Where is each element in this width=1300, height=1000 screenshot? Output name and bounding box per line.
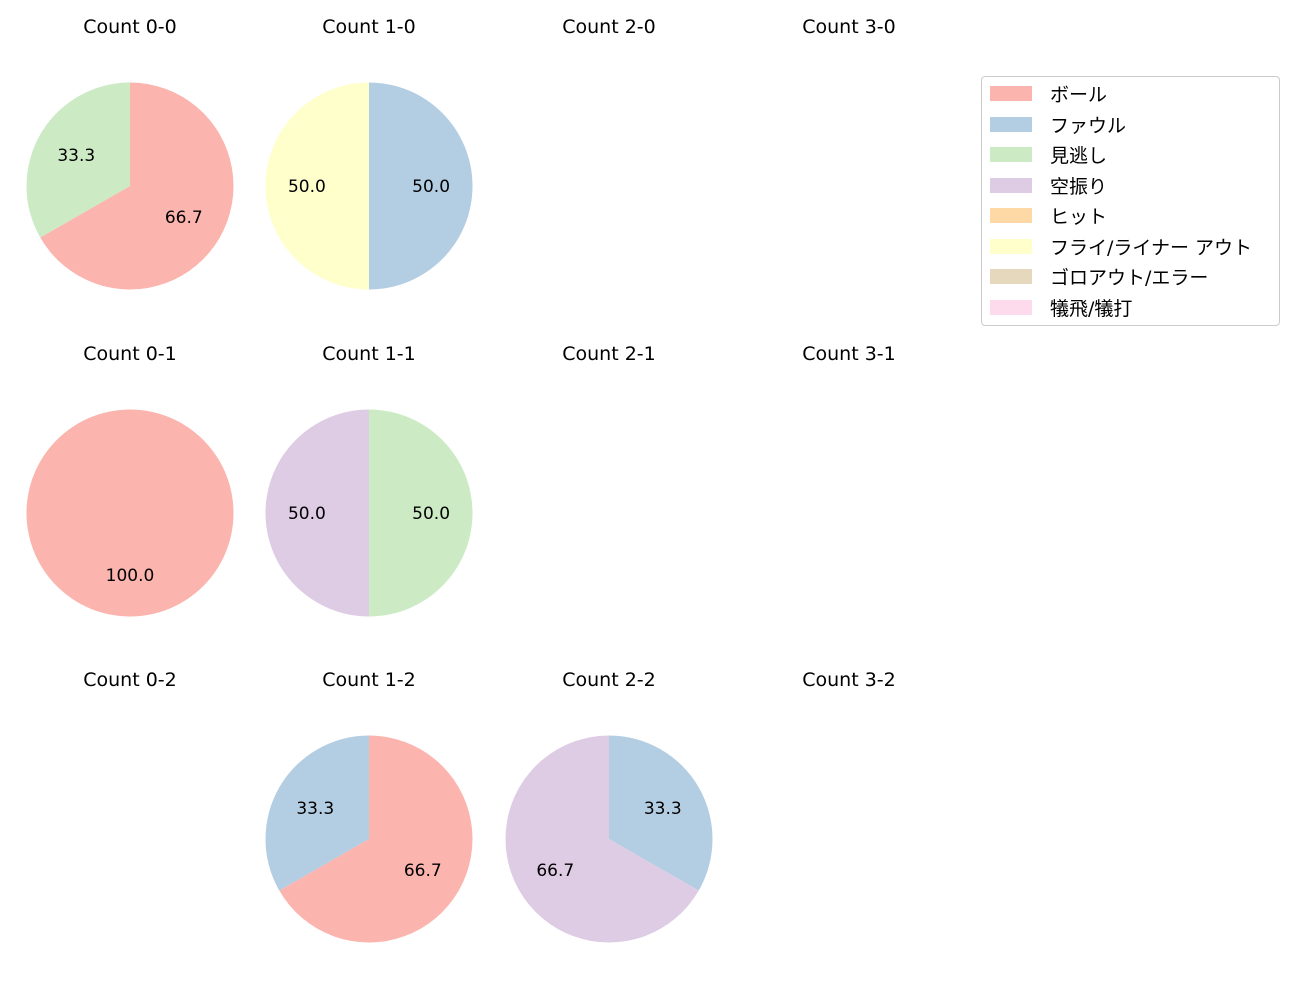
pie-slice bbox=[40, 82, 234, 290]
pie-title: Count 0-0 bbox=[83, 16, 177, 38]
legend-swatch-called-strike bbox=[990, 146, 1032, 162]
pie-panel-count-2-1: Count 2-1 bbox=[489, 327, 729, 654]
pie-title: Count 0-2 bbox=[83, 669, 177, 691]
pie-panel-count-1-2: Count 1-2 66.7 33.3 bbox=[249, 653, 489, 980]
legend-item-ball: ボール bbox=[990, 81, 1108, 106]
pie-title: Count 2-1 bbox=[562, 343, 656, 365]
pie-slice bbox=[26, 409, 234, 617]
pie-slice-label: 66.7 bbox=[165, 208, 203, 228]
pie-slice bbox=[505, 735, 699, 943]
pie-slice bbox=[265, 735, 369, 891]
pie-panel-count-0-2: Count 0-2 bbox=[10, 653, 250, 980]
pie-slice bbox=[369, 82, 473, 290]
pie-chart: 50.0 50.0 bbox=[265, 82, 473, 290]
pie-chart: 33.3 66.7 bbox=[505, 735, 713, 943]
pie-slice-label: 33.3 bbox=[644, 799, 682, 819]
pie-panel-count-1-1: Count 1-1 50.0 50.0 bbox=[249, 327, 489, 654]
pie-title: Count 1-2 bbox=[322, 669, 416, 691]
pie-title: Count 3-2 bbox=[802, 669, 896, 691]
chart-legend: ボール ファウル 見逃し 空振り ヒット フライ/ライナー アウト ゴロアウト/… bbox=[981, 76, 1280, 326]
legend-item-foul: ファウル bbox=[990, 112, 1127, 137]
pie-slice-label: 50.0 bbox=[288, 177, 326, 197]
pie-slice-label: 33.3 bbox=[57, 146, 95, 166]
pie-chart: 50.0 50.0 bbox=[265, 409, 473, 617]
legend-swatch-ball bbox=[990, 85, 1032, 101]
pie-slice bbox=[26, 82, 131, 238]
pie-title: Count 0-1 bbox=[83, 343, 177, 365]
legend-label: ファウル bbox=[1050, 114, 1127, 137]
pie-slice bbox=[265, 409, 369, 617]
legend-label: フライ/ライナー アウト bbox=[1050, 236, 1253, 259]
legend-label: 見逃し bbox=[1050, 144, 1108, 167]
pie-slice-label: 66.7 bbox=[404, 861, 442, 881]
pie-title: Count 3-1 bbox=[802, 343, 896, 365]
pie-title: Count 2-0 bbox=[562, 16, 656, 38]
legend-label: 犠飛/犠打 bbox=[1050, 297, 1133, 320]
pie-slice-label: 50.0 bbox=[412, 177, 450, 197]
pie-title: Count 1-1 bbox=[322, 343, 416, 365]
pie-panel-count-3-0: Count 3-0 bbox=[729, 0, 969, 327]
pie-panel-count-0-1: Count 0-1 100.0 bbox=[10, 327, 250, 654]
legend-label: ボール bbox=[1050, 83, 1108, 106]
legend-swatch-sacrifice bbox=[990, 299, 1032, 315]
pie-panel-count-1-0: Count 1-0 50.0 50.0 bbox=[249, 0, 489, 327]
legend-swatch-foul bbox=[990, 116, 1032, 132]
pie-chart: 66.7 33.3 bbox=[265, 735, 473, 943]
legend-swatch-swinging-strike bbox=[990, 177, 1032, 193]
pie-panel-count-0-0: Count 0-0 66.7 33.3 bbox=[10, 0, 250, 327]
legend-item-called-strike: 見逃し bbox=[990, 142, 1108, 167]
pie-slice bbox=[279, 735, 473, 943]
pie-chart: 66.7 33.3 bbox=[26, 82, 234, 290]
legend-item-hit: ヒット bbox=[990, 203, 1108, 228]
legend-item-fly-liner-out: フライ/ライナー アウト bbox=[990, 234, 1253, 259]
pie-slice-label: 50.0 bbox=[412, 504, 450, 524]
pie-title: Count 1-0 bbox=[322, 16, 416, 38]
pie-slice-label: 100.0 bbox=[106, 566, 155, 586]
legend-item-sacrifice: 犠飛/犠打 bbox=[990, 295, 1133, 320]
legend-swatch-fly-liner-out bbox=[990, 238, 1032, 254]
legend-label: ヒット bbox=[1050, 205, 1108, 228]
pie-chart: 100.0 bbox=[26, 409, 234, 617]
pie-slice bbox=[609, 735, 713, 891]
pie-title: Count 2-2 bbox=[562, 669, 656, 691]
pie-slice bbox=[265, 82, 369, 290]
pie-panel-count-2-2: Count 2-2 33.3 66.7 bbox=[489, 653, 729, 980]
pie-panel-count-2-0: Count 2-0 bbox=[489, 0, 729, 327]
legend-swatch-hit bbox=[990, 207, 1032, 223]
legend-item-swinging-strike: 空振り bbox=[990, 173, 1108, 198]
pie-panel-count-3-1: Count 3-1 bbox=[729, 327, 969, 654]
legend-item-grounder-out-error: ゴロアウト/エラー bbox=[990, 264, 1209, 289]
pie-slice bbox=[369, 409, 473, 617]
pie-title: Count 3-0 bbox=[802, 16, 896, 38]
pie-slice-label: 66.7 bbox=[536, 861, 574, 881]
legend-label: 空振り bbox=[1050, 175, 1108, 198]
pie-slice-label: 33.3 bbox=[296, 799, 334, 819]
legend-label: ゴロアウト/エラー bbox=[1050, 266, 1209, 289]
pie-panel-count-3-2: Count 3-2 bbox=[729, 653, 969, 980]
legend-swatch-grounder-out-error bbox=[990, 268, 1032, 284]
pie-slice-label: 50.0 bbox=[288, 504, 326, 524]
